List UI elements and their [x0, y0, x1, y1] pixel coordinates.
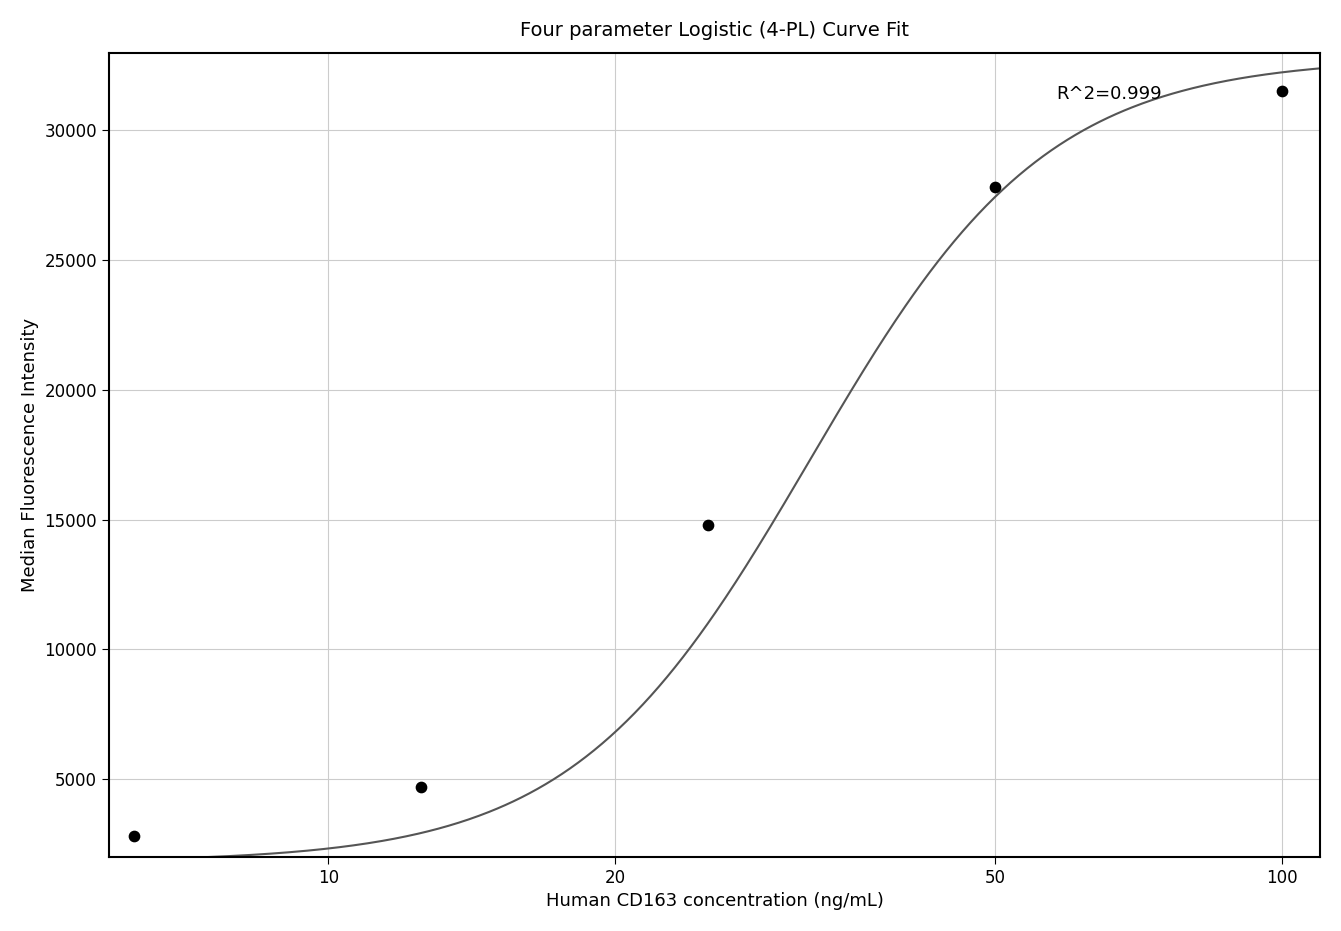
Point	[123, 829, 145, 843]
Point	[697, 518, 719, 533]
Point	[1271, 84, 1293, 99]
Y-axis label: Median Fluorescence Intensity: Median Fluorescence Intensity	[21, 317, 39, 592]
Title: Four parameter Logistic (4-PL) Curve Fit: Four parameter Logistic (4-PL) Curve Fit	[520, 20, 909, 40]
X-axis label: Human CD163 concentration (ng/mL): Human CD163 concentration (ng/mL)	[546, 892, 884, 911]
Point	[984, 180, 1006, 195]
Text: R^2=0.999: R^2=0.999	[1057, 86, 1163, 103]
Point	[410, 779, 432, 794]
